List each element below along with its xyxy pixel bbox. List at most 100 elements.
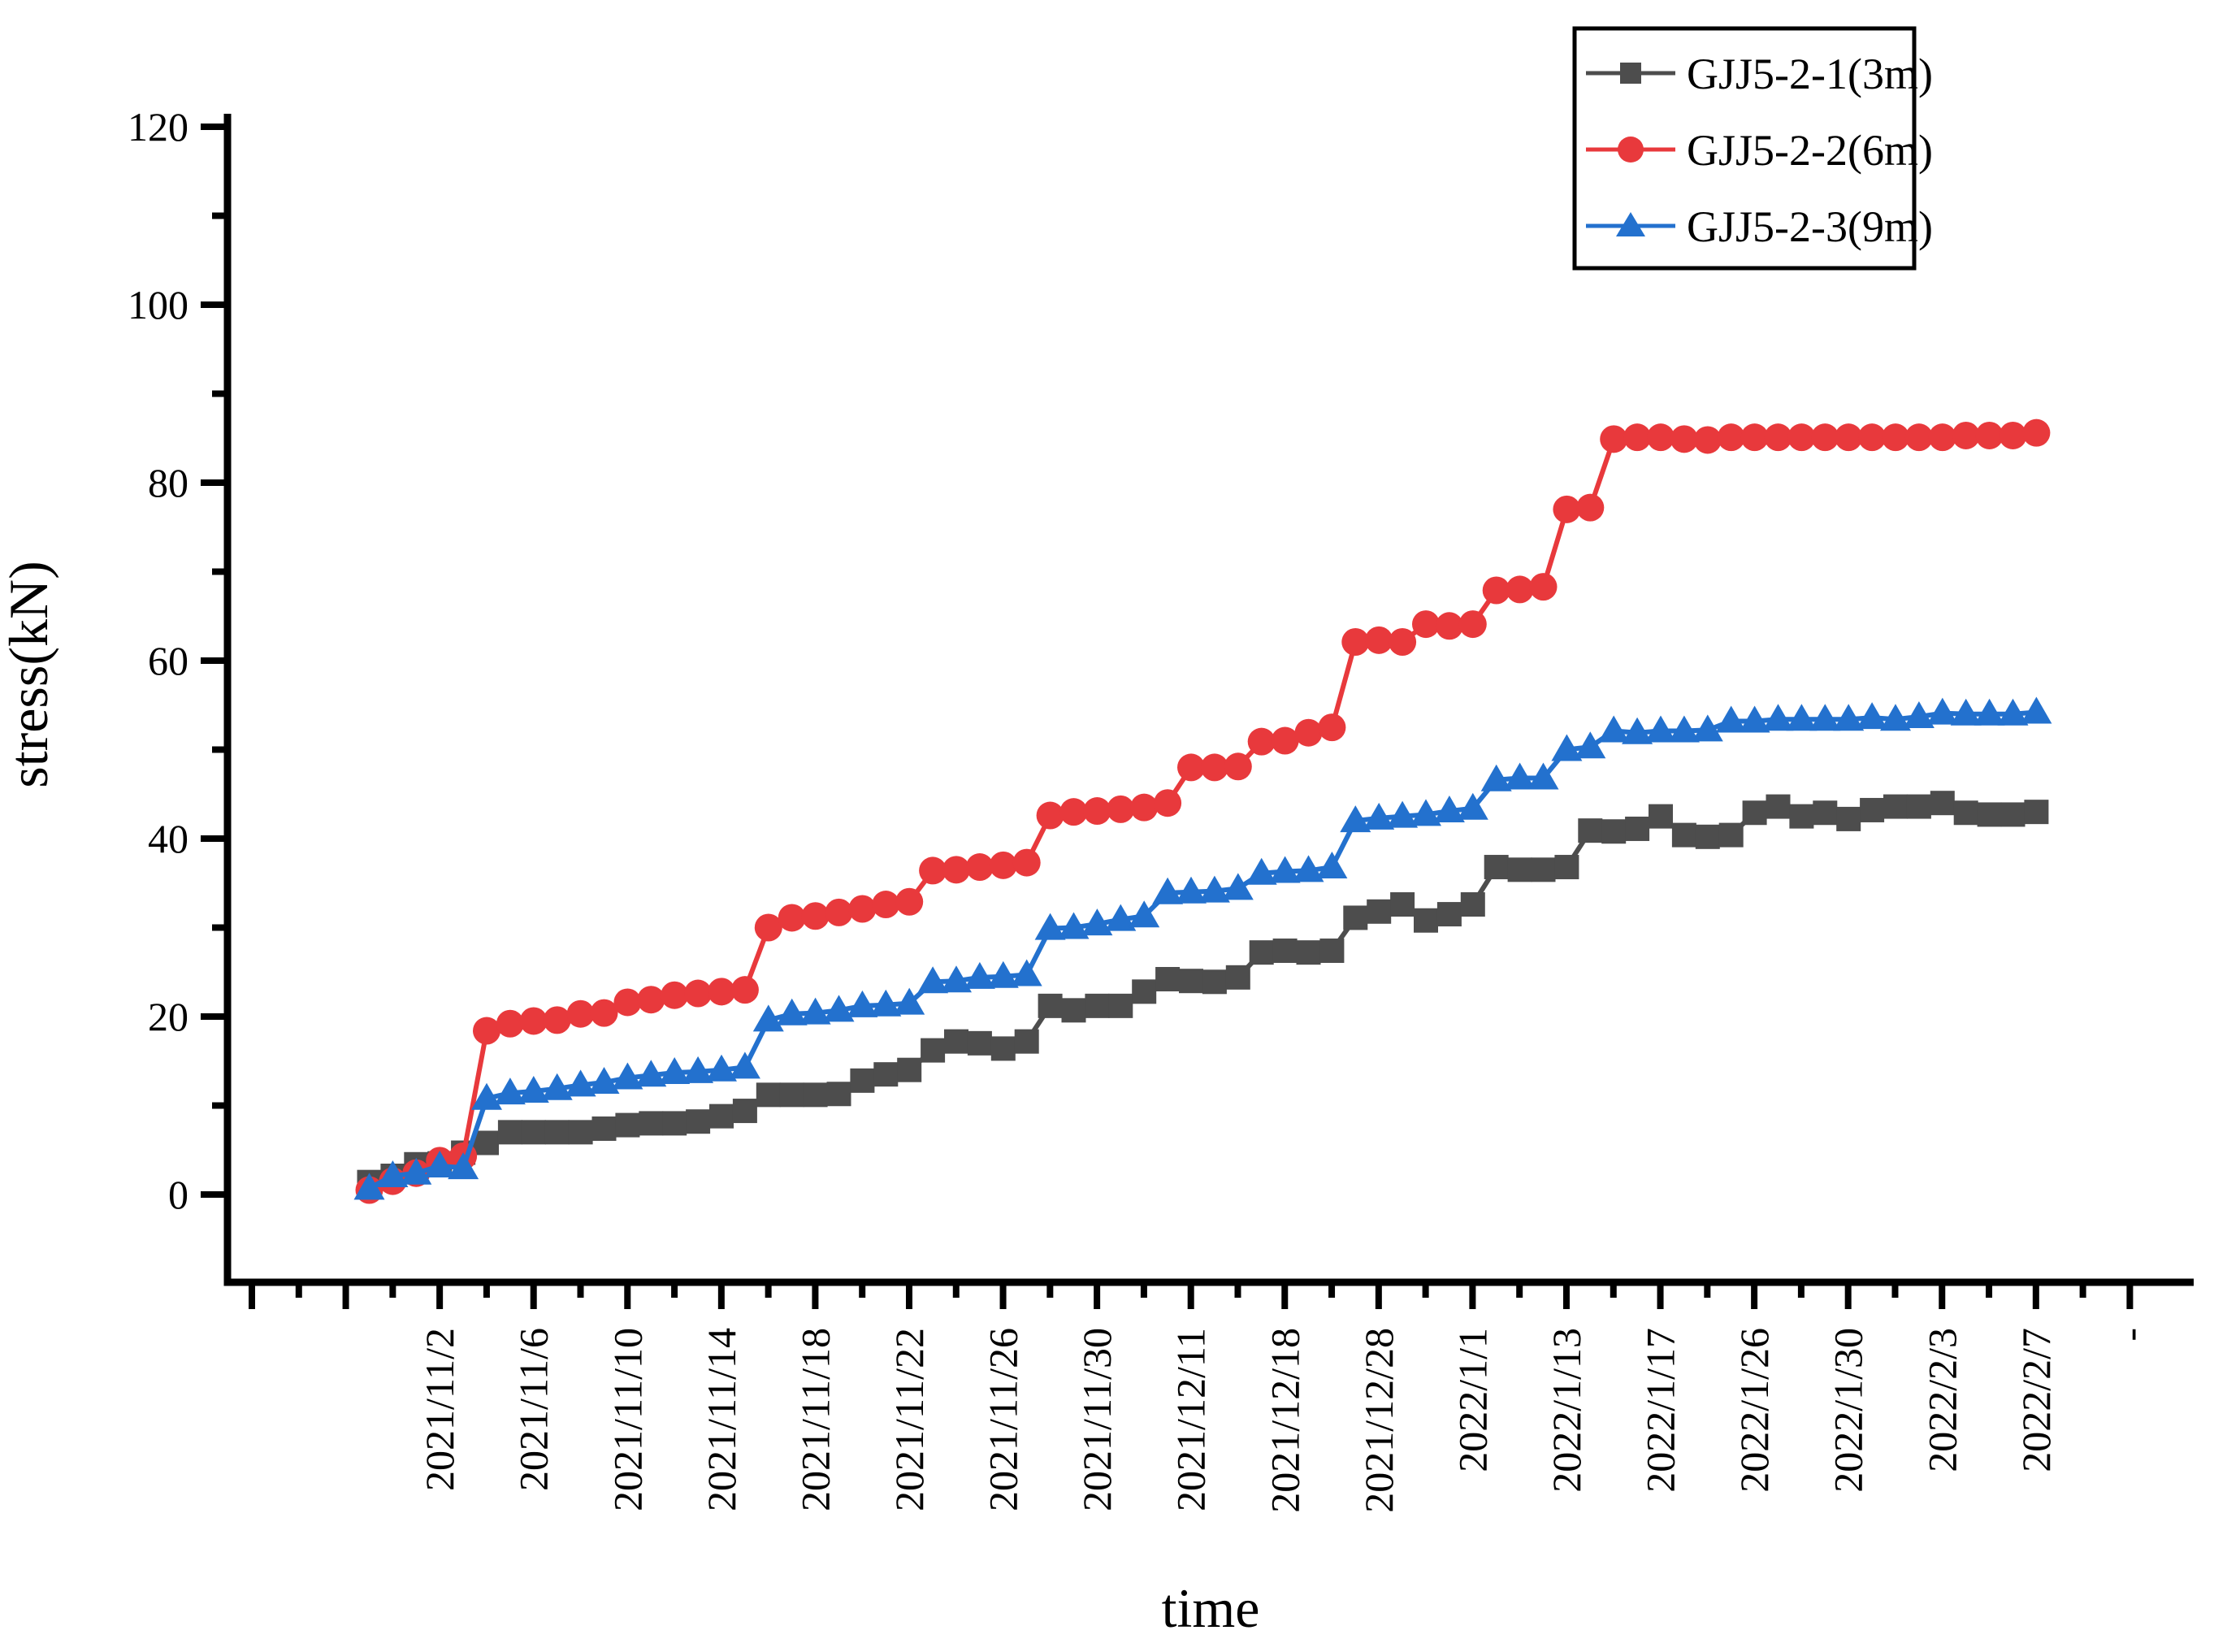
circle-marker <box>965 853 994 882</box>
triangle-marker <box>870 989 902 1017</box>
circle-marker <box>1294 718 1323 747</box>
x-tick-label: 2021/12/28 <box>1356 1328 1402 1513</box>
circle-marker <box>1787 423 1816 452</box>
legend-key-GJJ5-2-2(6m) <box>1586 137 1675 163</box>
x-tick-label: 2021/12/18 <box>1262 1328 1307 1513</box>
triangle-marker <box>987 960 1019 988</box>
square-marker <box>1202 969 1227 995</box>
square-marker <box>662 1111 687 1136</box>
x-tick-label: 2022/1/13 <box>1544 1328 1589 1493</box>
triangle-marker <box>1176 876 1207 904</box>
circle-marker <box>1576 493 1605 522</box>
square-marker <box>1414 908 1438 933</box>
y-tick-label: 80 <box>148 460 188 505</box>
x-tick-label: 2021/12/11 <box>1168 1328 1214 1511</box>
circle-marker <box>1341 628 1370 657</box>
circle-marker <box>2022 418 2051 447</box>
triangle-marker <box>1105 904 1137 931</box>
triangle-marker <box>823 995 855 1022</box>
triangle-marker <box>1198 875 1230 903</box>
circle-marker <box>1999 421 2027 449</box>
triangle-marker <box>917 966 949 994</box>
triangle-marker <box>1433 796 1465 823</box>
square-marker <box>850 1068 875 1093</box>
circle-marker <box>1835 423 1863 452</box>
square-marker <box>1108 993 1133 1018</box>
triangle-marker <box>541 1073 573 1100</box>
square-marker <box>639 1111 664 1136</box>
square-marker <box>2000 802 2026 827</box>
square-marker <box>521 1120 546 1145</box>
square-marker <box>2024 800 2049 825</box>
square-marker <box>1742 800 1767 826</box>
triangle-marker <box>776 998 808 1025</box>
legend-keys <box>1586 63 1675 236</box>
circle-marker <box>919 856 947 885</box>
circle-marker <box>1107 795 1135 823</box>
circle-marker <box>1458 610 1487 639</box>
circle-marker <box>1717 423 1745 452</box>
triangle-marker <box>964 961 995 989</box>
circle-marker <box>543 1006 571 1034</box>
x-tick-label: 2022/2/7 <box>2013 1328 2059 1472</box>
x-tick-label: 2022/2/3 <box>1919 1328 1965 1472</box>
legend-label-3: GJJ5-2-3(9m) <box>1687 202 1933 251</box>
triangle-marker <box>1129 900 1160 928</box>
square-marker <box>544 1120 570 1145</box>
triangle-marker <box>1387 800 1419 828</box>
x-tick-label: 2021/11/6 <box>511 1328 557 1491</box>
triangle-marker <box>1575 731 1606 759</box>
triangle-marker <box>1926 697 1958 725</box>
y-tick-label: 100 <box>128 282 188 327</box>
circle-marker <box>895 887 924 916</box>
square-marker <box>686 1109 711 1134</box>
plot-area: 0 20 40 60 80 100 120 2021/11/2 2021/11/6 2021/11… <box>128 104 2194 1513</box>
triangle-marker <box>518 1075 549 1103</box>
triangle-marker <box>1246 857 1277 885</box>
triangle-marker <box>941 965 972 993</box>
triangle-marker <box>1645 715 1676 743</box>
triangle-marker <box>353 1173 385 1200</box>
circle-marker <box>754 913 782 942</box>
triangle-marker <box>1622 717 1653 744</box>
circle-marker <box>1811 423 1839 452</box>
square-marker <box>1085 993 1110 1018</box>
legend-key-GJJ5-2-3(9m) <box>1586 212 1675 236</box>
circle-marker <box>1012 848 1041 877</box>
square-marker <box>1367 899 1392 924</box>
x-tick-label: 2022/1/17 <box>1638 1328 1683 1493</box>
x-tick-label: 2021/11/22 <box>886 1328 932 1511</box>
circle-marker <box>848 895 877 923</box>
y-tick-label: 0 <box>168 1172 188 1217</box>
square-marker <box>1554 855 1579 880</box>
circle-marker <box>1529 573 1558 601</box>
circle-marker <box>1882 423 1909 452</box>
circle-marker <box>1059 798 1088 826</box>
circle-marker <box>1740 423 1769 452</box>
square-marker <box>1813 800 1838 826</box>
square-marker <box>615 1112 640 1138</box>
square-marker <box>1155 967 1181 992</box>
triangle-marker <box>659 1056 691 1084</box>
square-marker <box>1179 969 1203 994</box>
circle-marker <box>1247 727 1276 756</box>
square-marker <box>1319 938 1345 963</box>
circle-marker <box>661 981 689 1009</box>
circle-marker <box>496 1009 524 1038</box>
legend-label-2: GJJ5-2-2(6m) <box>1687 126 1933 175</box>
square-marker <box>803 1082 828 1108</box>
square-marker <box>944 1029 968 1054</box>
legend: GJJ5-2-1(3m) GJJ5-2-2(6m) GJJ5-2-3(9m) <box>1572 26 1933 271</box>
triangle-marker <box>1081 908 1113 936</box>
circle-marker <box>1130 793 1159 822</box>
square-marker <box>1625 816 1650 841</box>
circle-marker <box>1623 423 1652 452</box>
triangle-marker <box>448 1152 479 1180</box>
triangle-marker <box>1974 698 2005 726</box>
circle-marker <box>684 979 713 1008</box>
circle-marker <box>1154 789 1182 817</box>
circle-marker <box>1412 610 1440 639</box>
circle-marker <box>801 902 830 930</box>
x-tick-label: 2022/1/30 <box>1826 1328 1871 1493</box>
